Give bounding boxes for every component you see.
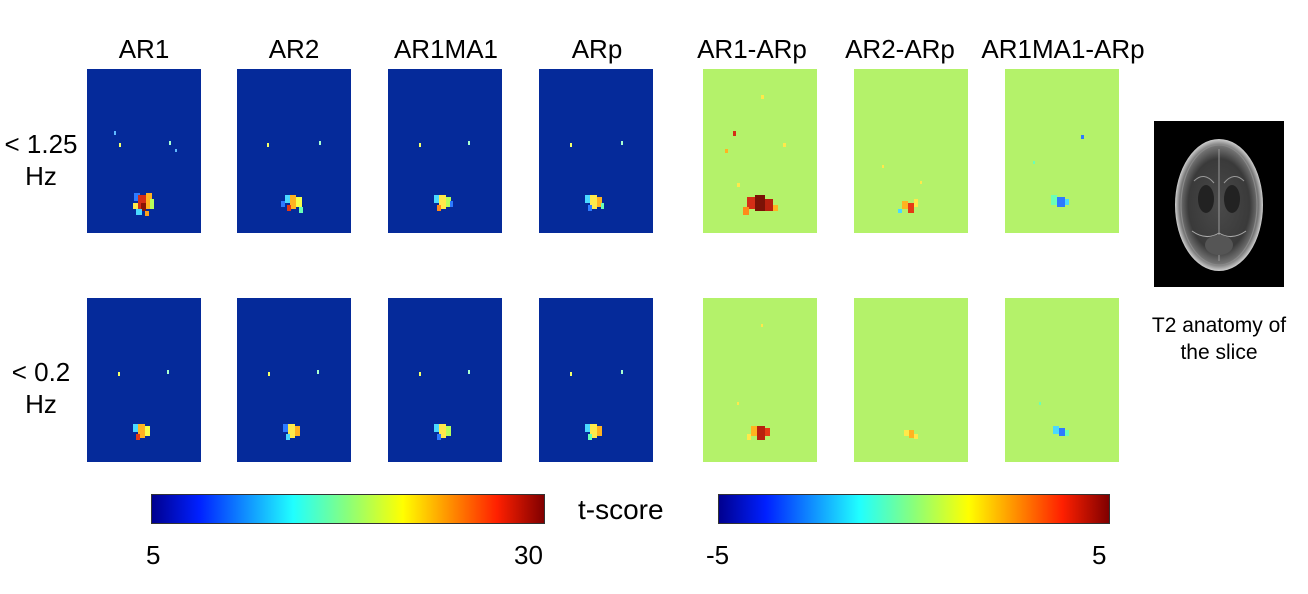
tmap-arp-row1 — [539, 69, 653, 233]
tmap-ar2-row1 — [237, 69, 351, 233]
colorbar-left — [151, 494, 545, 524]
colorbar-left-min: 5 — [146, 542, 160, 568]
anatomy-caption: T2 anatomy of the slice — [1130, 312, 1308, 366]
tmap-ar1-arp-row2 — [703, 298, 817, 462]
row-label-0.2hz: < 0.2 Hz — [0, 356, 82, 420]
t2-anatomy-image — [1154, 121, 1284, 287]
column-label-ar1-arp: AR1-ARp — [667, 36, 837, 62]
colorbar-right-min: -5 — [706, 542, 729, 568]
row-label-1.25hz: < 1.25 Hz — [0, 128, 82, 192]
tmap-arp-row2 — [539, 298, 653, 462]
tmap-ar1ma1-arp-row2 — [1005, 298, 1119, 462]
column-label-ar1ma1: AR1MA1 — [361, 36, 531, 62]
colorbar-right-max: 5 — [1092, 542, 1106, 568]
anatomy-caption-line2: the slice — [1130, 339, 1308, 366]
row-label-line2: Hz — [0, 160, 82, 192]
colorbar-title: t-score — [578, 496, 664, 524]
tmap-ar2-arp-row2 — [854, 298, 968, 462]
column-label-ar1: AR1 — [59, 36, 229, 62]
tmap-ar1-row2 — [87, 298, 201, 462]
tmap-ar2-arp-row1 — [854, 69, 968, 233]
tmap-ar1ma1-row1 — [388, 69, 502, 233]
row-label-line1: < 0.2 — [0, 356, 82, 388]
tmap-ar1ma1-arp-row1 — [1005, 69, 1119, 233]
anatomy-caption-line1: T2 anatomy of — [1130, 312, 1308, 339]
row-label-line2: Hz — [0, 388, 82, 420]
column-label-ar2-arp: AR2-ARp — [815, 36, 985, 62]
tmap-ar2-row2 — [237, 298, 351, 462]
colorbar-left-max: 30 — [514, 542, 543, 568]
colorbar-right — [718, 494, 1110, 524]
column-label-ar2: AR2 — [209, 36, 379, 62]
row-label-line1: < 1.25 — [0, 128, 82, 160]
tmap-ar1-row1 — [87, 69, 201, 233]
column-label-ar1ma1-arp: AR1MA1-ARp — [978, 36, 1148, 62]
tmap-ar1ma1-row2 — [388, 298, 502, 462]
tmap-ar1-arp-row1 — [703, 69, 817, 233]
column-label-arp: ARp — [512, 36, 682, 62]
